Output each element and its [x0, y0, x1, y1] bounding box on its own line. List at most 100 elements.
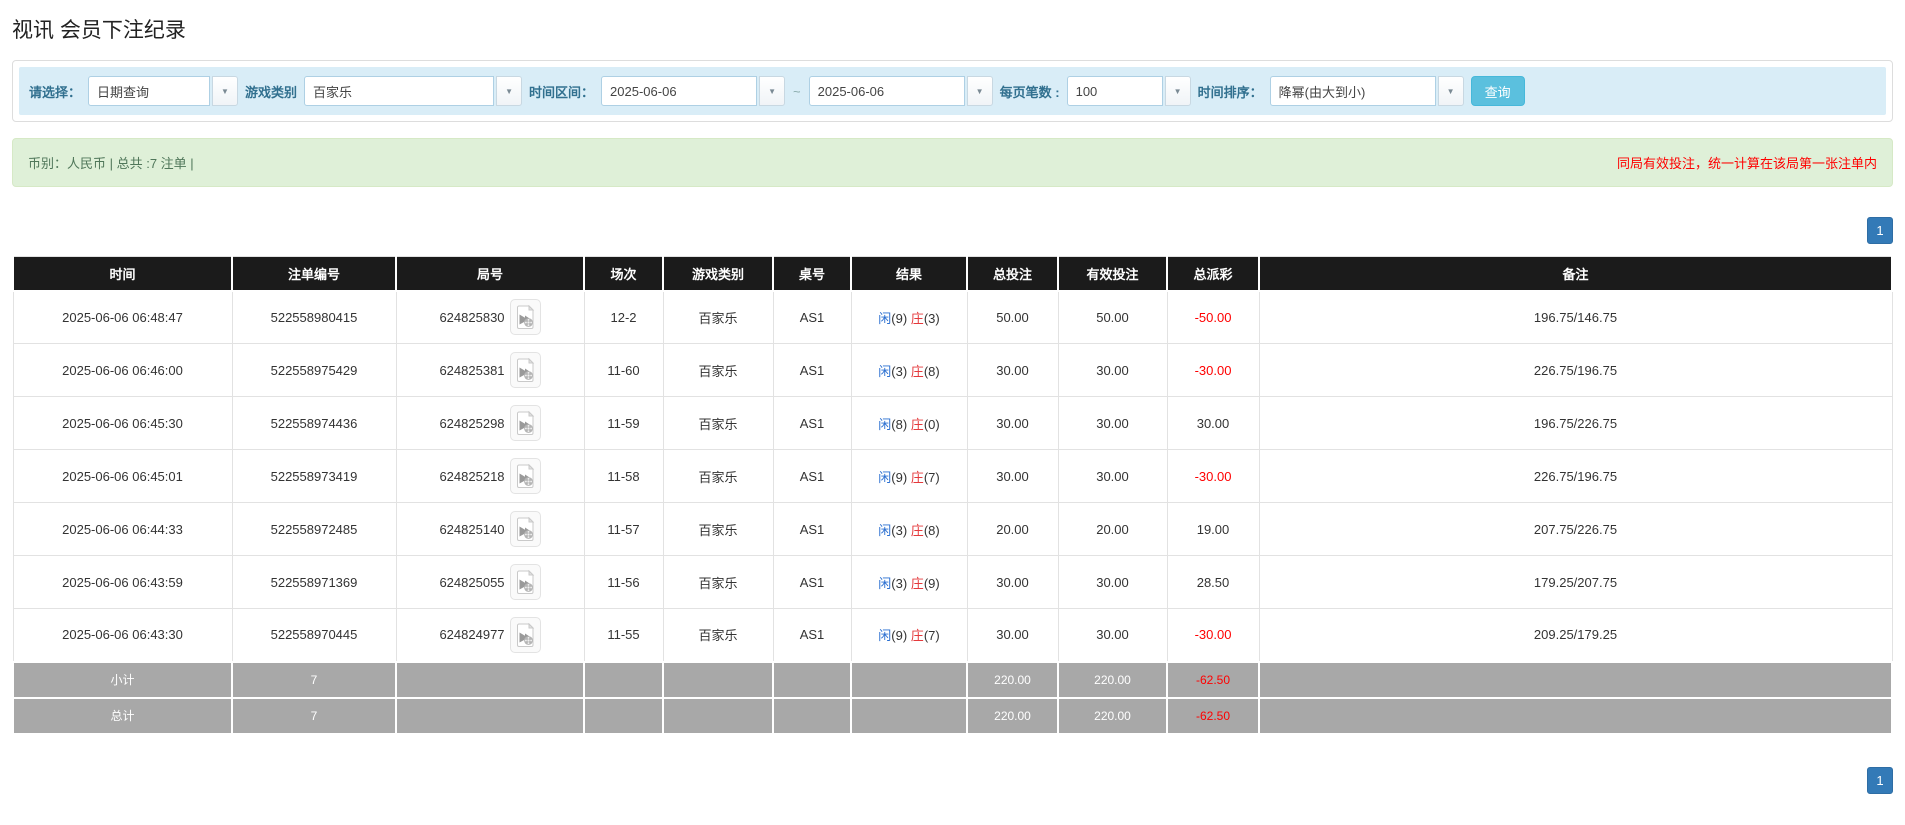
video-record-icon	[516, 570, 535, 594]
result-zhuang-score: (9)	[923, 575, 940, 591]
round-no-text: 624825298	[439, 415, 505, 431]
video-record-button[interactable]	[509, 299, 541, 336]
result-zhuang-label: 庄	[910, 628, 924, 644]
chevron-down-icon[interactable]: ▼	[1437, 76, 1464, 106]
cell-game-type: 百家乐	[662, 396, 774, 450]
cell-table-no: AS1	[772, 555, 852, 609]
date-to-input[interactable]	[808, 76, 965, 106]
cell-bet-no: 522558973419	[231, 449, 397, 503]
chevron-down-icon[interactable]: ▼	[1164, 76, 1191, 106]
column-header-total-bet: 总投注	[966, 256, 1059, 292]
result-zhuang-label: 庄	[910, 522, 924, 538]
cell-total-bet: 30.00	[966, 555, 1059, 609]
cell-result: 闲(3) 庄(9)	[850, 555, 968, 609]
chevron-down-icon[interactable]: ▼	[966, 76, 993, 106]
cell-result: 闲(8) 庄(0)	[850, 396, 968, 450]
result-xian-score: (3)	[891, 363, 911, 379]
cell-result: 闲(3) 庄(8)	[850, 502, 968, 556]
page-1-button[interactable]: 1	[1867, 217, 1893, 244]
cell-payout: 19.00	[1166, 502, 1260, 556]
cell-round-no: 624825830	[395, 290, 585, 344]
game-type-input[interactable]	[304, 76, 495, 106]
result-zhuang-label: 庄	[910, 363, 924, 379]
video-record-button[interactable]	[509, 564, 541, 600]
result-zhuang-score: (7)	[923, 469, 940, 485]
cell-time: 2025-06-06 06:45:30	[12, 396, 233, 450]
video-record-icon	[516, 622, 535, 647]
page-size-label: 每页笔数 :	[999, 84, 1060, 100]
cell-game-type: 百家乐	[662, 343, 774, 397]
table-row: 2025-06-06 06:43:30 522558970445 6248249…	[12, 608, 1893, 662]
cell-round-no: 624825055	[395, 555, 585, 609]
video-record-button[interactable]	[509, 405, 541, 441]
page-size-combo: ▼	[1066, 76, 1191, 106]
cell-time: 2025-06-06 06:48:47	[12, 290, 233, 344]
result-xian-label: 闲	[878, 628, 892, 644]
page-title: 视讯 会员下注纪录	[12, 19, 186, 42]
result-xian-label: 闲	[878, 575, 892, 591]
cell-round-no: 624825298	[395, 396, 585, 450]
page-size-input[interactable]	[1066, 76, 1163, 106]
video-record-button[interactable]	[509, 616, 541, 653]
cell-bet-no: 522558974436	[231, 396, 397, 450]
round-no-text: 624825830	[439, 309, 505, 325]
column-header-game-type: 游戏类别	[662, 256, 774, 292]
column-header-bet-no: 注单编号	[231, 256, 397, 292]
cell-table-no: AS1	[772, 502, 852, 556]
cell-time: 2025-06-06 06:45:01	[12, 449, 233, 503]
valid-bet-notice-text: 同局有效投注，统一计算在该局第一张注单内	[1616, 156, 1877, 171]
cell-bet-no: 522558980415	[231, 290, 397, 344]
column-header-table-no: 桌号	[772, 256, 852, 292]
filter-bar: 请选择： ▼ 游戏类别 ▼ 时间区间： ▼ ~ ▼ 每页笔数 : ▼ 时间排序：…	[19, 67, 1886, 115]
range-separator: ~	[793, 83, 801, 99]
cell-valid-bet: 20.00	[1057, 502, 1168, 556]
column-header-round-no: 局号	[395, 256, 585, 292]
result-xian-label: 闲	[878, 522, 892, 538]
pagination-top: 1	[12, 217, 1893, 244]
video-record-button[interactable]	[509, 352, 541, 388]
time-sort-input[interactable]	[1269, 76, 1436, 106]
total-count: 7	[231, 696, 397, 735]
chevron-down-icon[interactable]: ▼	[496, 76, 523, 106]
cell-session: 11-55	[583, 608, 664, 662]
date-from-input[interactable]	[601, 76, 758, 106]
chevron-down-icon[interactable]: ▼	[759, 76, 786, 106]
cell-payout: -30.00	[1166, 343, 1260, 397]
column-header-time: 时间	[12, 256, 233, 292]
result-zhuang-label: 庄	[910, 469, 924, 485]
cell-game-type: 百家乐	[662, 555, 774, 609]
cell-bet-no: 522558970445	[231, 608, 397, 662]
summary-bar: 币别：人民币 | 总共 :7 注单 | 同局有效投注，统一计算在该局第一张注单内	[12, 138, 1893, 187]
table-header-row: 时间 注单编号 局号 场次 游戏类别 桌号 结果 总投注 有效投注 总派彩 备注	[12, 256, 1893, 292]
select-type-input[interactable]	[88, 76, 211, 106]
subtotal-row: 小计 7 220.00 220.00 -62.50	[12, 660, 1893, 699]
table-row: 2025-06-06 06:45:30 522558974436 6248252…	[12, 396, 1893, 450]
date-from-combo: ▼	[601, 76, 786, 106]
cell-game-type: 百家乐	[662, 290, 774, 344]
search-button[interactable]: 查询	[1470, 76, 1525, 106]
cell-table-no: AS1	[772, 343, 852, 397]
cell-payout: 30.00	[1166, 396, 1260, 450]
chevron-down-icon[interactable]: ▼	[212, 76, 239, 106]
video-record-button[interactable]	[509, 511, 541, 547]
time-range-label: 时间区间：	[529, 84, 595, 100]
cell-round-no: 624824977	[395, 608, 585, 662]
page-1-button[interactable]: 1	[1867, 766, 1893, 794]
subtotal-valid-bet: 220.00	[1057, 660, 1168, 699]
cell-remark: 226.75/196.75	[1258, 343, 1893, 397]
table-row: 2025-06-06 06:43:59 522558971369 6248250…	[12, 555, 1893, 609]
cell-round-no: 624825218	[395, 449, 585, 503]
cell-session: 11-56	[583, 555, 664, 609]
date-to-combo: ▼	[808, 76, 993, 106]
filter-panel: 请选择： ▼ 游戏类别 ▼ 时间区间： ▼ ~ ▼ 每页笔数 : ▼ 时间排序：…	[12, 60, 1893, 122]
video-record-icon	[516, 305, 535, 330]
cell-valid-bet: 30.00	[1057, 396, 1168, 450]
result-xian-label: 闲	[878, 363, 892, 379]
column-header-payout: 总派彩	[1166, 256, 1260, 292]
cell-round-no: 624825381	[395, 343, 585, 397]
video-record-button[interactable]	[509, 458, 541, 494]
cell-session: 11-57	[583, 502, 664, 556]
cell-result: 闲(9) 庄(7)	[850, 608, 968, 662]
time-sort-label: 时间排序：	[1197, 84, 1263, 100]
cell-bet-no: 522558975429	[231, 343, 397, 397]
